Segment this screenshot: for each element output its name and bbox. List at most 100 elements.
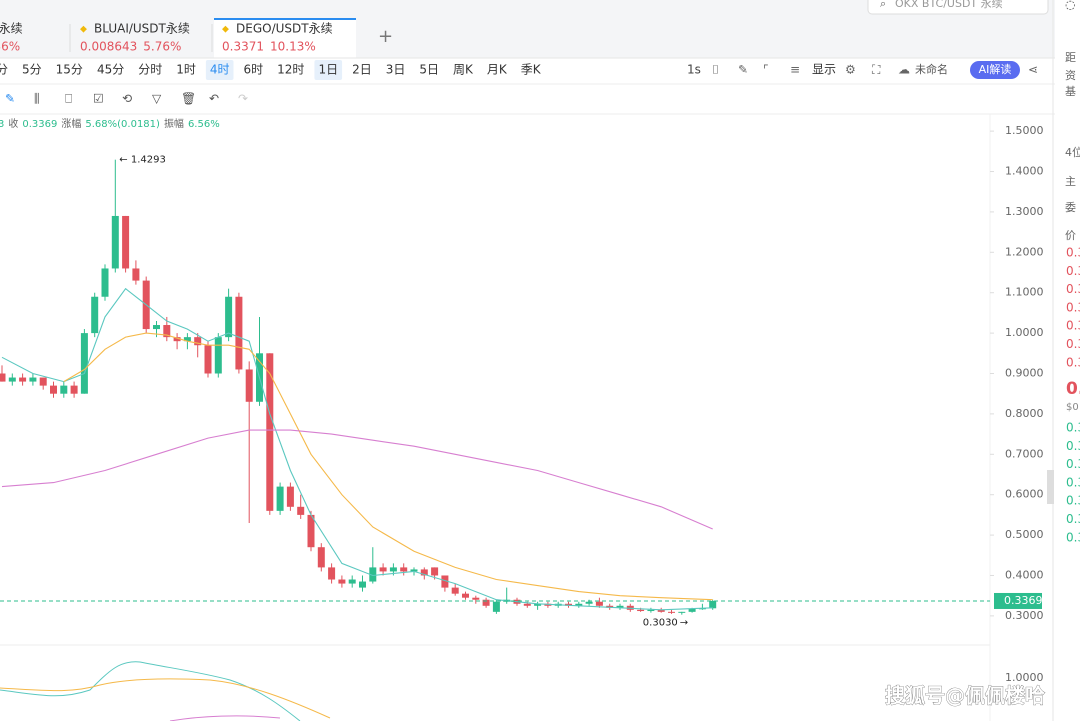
- candle-body: [29, 377, 37, 382]
- interval-button[interactable]: 15分: [56, 63, 83, 77]
- high-annotation: ← 1.4293: [119, 155, 166, 166]
- speed[interactable]: 1s: [687, 63, 701, 77]
- display-button[interactable]: 显示: [812, 63, 836, 77]
- bid-price: 0.3: [1066, 475, 1080, 489]
- tool-icon[interactable]: ↶: [209, 92, 219, 106]
- interval-button[interactable]: 分: [0, 63, 8, 77]
- y-tick-label: 1.2000: [1005, 245, 1044, 258]
- tab-name[interactable]: BLUAI/USDT永续: [94, 22, 190, 36]
- tool-icon[interactable]: 🗑: [181, 92, 196, 106]
- candle-body: [647, 609, 655, 612]
- candle-body: [688, 608, 696, 612]
- interval-button[interactable]: 周K: [453, 63, 474, 77]
- layout-name[interactable]: 未命名: [915, 62, 948, 76]
- info-value: 6.56%: [188, 119, 220, 130]
- candle-body: [472, 597, 480, 600]
- tool-icon[interactable]: ▽: [152, 92, 162, 106]
- interval-button[interactable]: 1日: [318, 63, 338, 77]
- low-arrow: →: [680, 618, 688, 629]
- y-tick-label: 1.3000: [1005, 205, 1044, 218]
- toolbar-icon[interactable]: ☁: [898, 63, 910, 77]
- candle-body: [163, 325, 171, 338]
- interval-button[interactable]: 4时: [210, 63, 230, 77]
- search-box[interactable]: [867, 0, 1049, 15]
- candle-body: [0, 373, 6, 382]
- candle-body: [19, 377, 27, 382]
- y-tick-label: 1.5000: [1005, 124, 1044, 137]
- panel-text: 4位: [1065, 145, 1080, 159]
- info-label: 收: [8, 117, 18, 130]
- toolbar-icon[interactable]: ⌷: [712, 63, 719, 77]
- tool-icon[interactable]: ⟲: [122, 92, 132, 106]
- low-annotation: 0.3030: [643, 618, 678, 629]
- candle-body: [400, 567, 408, 572]
- info-label: 涨幅: [61, 117, 81, 130]
- ask-price: 0.3: [1066, 264, 1080, 278]
- tab-change: 9.36%: [0, 40, 20, 54]
- interval-button[interactable]: 2日: [352, 63, 372, 77]
- search-placeholder[interactable]: OKX BTC/USDT 永续: [895, 0, 1003, 10]
- candle-body: [379, 567, 387, 572]
- indicator-line: [0, 661, 301, 721]
- interval-button[interactable]: 6时: [244, 63, 264, 77]
- interval-button[interactable]: 12时: [277, 63, 304, 77]
- toolbar-icon[interactable]: ✎: [738, 63, 748, 77]
- interval-button[interactable]: 月K: [487, 63, 508, 77]
- last-price-badge: [994, 592, 1042, 609]
- interval-highlight: [314, 60, 343, 80]
- interval-button[interactable]: 5分: [22, 63, 42, 77]
- y-tick-label: 0.6000: [1005, 488, 1044, 501]
- toolbar-icon[interactable]: ⋖: [1028, 63, 1038, 77]
- panel-text: 距: [1065, 51, 1076, 64]
- interval-button[interactable]: 3日: [386, 63, 406, 77]
- candle-body: [173, 337, 181, 342]
- candle-body: [389, 567, 397, 572]
- candle-body: [266, 353, 274, 511]
- tab-name[interactable]: DT永续: [0, 22, 23, 36]
- add-tab[interactable]: +: [378, 26, 393, 47]
- y-tick-label: 1.0000: [1005, 326, 1044, 339]
- tool-icon[interactable]: ☑: [93, 92, 104, 106]
- panel-icon[interactable]: ◌: [1065, 0, 1075, 12]
- moving-average: [63, 332, 713, 601]
- tab-price: 0.008643: [80, 40, 137, 54]
- interval-button[interactable]: 5日: [419, 63, 439, 77]
- candle-body: [492, 601, 500, 612]
- candle-body: [462, 593, 469, 598]
- tab-name[interactable]: DEGO/USDT永续: [236, 22, 333, 36]
- toolbar-icon[interactable]: ≡: [790, 63, 800, 77]
- tool-icon[interactable]: ✎: [5, 92, 15, 106]
- candle-body: [338, 579, 346, 584]
- ask-price: 0.3: [1066, 246, 1080, 260]
- ai-label[interactable]: AI解读: [979, 62, 1012, 76]
- tool-icon[interactable]: ⎕: [65, 92, 72, 106]
- interval-button[interactable]: 分时: [138, 63, 162, 77]
- tool-icon[interactable]: ↷: [238, 92, 248, 106]
- ai-button[interactable]: [970, 61, 1020, 79]
- y-tick-label: 1.4000: [1005, 165, 1044, 178]
- panel-text: 基: [1065, 85, 1076, 98]
- tool-icon[interactable]: ⫼: [34, 92, 40, 106]
- candle-body: [8, 377, 16, 382]
- toolbar-icon[interactable]: ⛶: [871, 63, 881, 77]
- candle-body: [101, 268, 109, 297]
- interval-button[interactable]: 季K: [521, 63, 542, 77]
- candle-body: [348, 579, 356, 584]
- toolbar-icon[interactable]: ⚙: [845, 63, 856, 77]
- active-tab[interactable]: [214, 18, 356, 58]
- interval-button[interactable]: 45分: [97, 63, 124, 77]
- ask-price: 0.3: [1066, 337, 1080, 351]
- candle-body: [637, 609, 645, 612]
- y-tick-label: 0.5000: [1005, 528, 1044, 541]
- collapse-handle[interactable]: [1047, 470, 1054, 504]
- candle-body: [122, 215, 130, 269]
- toolbar-icon[interactable]: ⌜: [763, 63, 769, 77]
- tab-change: 5.76%: [143, 40, 181, 54]
- ask-price: 0.3: [1066, 282, 1080, 296]
- last-price: 0.: [1066, 379, 1080, 399]
- interval-button[interactable]: 1时: [176, 63, 196, 77]
- candle-body: [60, 385, 68, 394]
- ask-price: 0.3: [1066, 300, 1080, 314]
- candle-body: [225, 296, 233, 338]
